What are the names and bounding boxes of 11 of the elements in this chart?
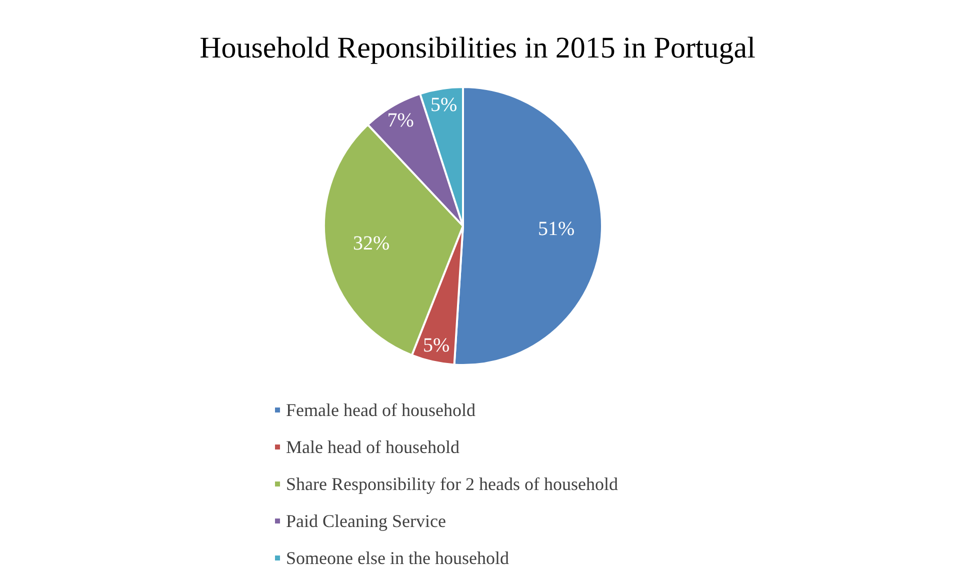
legend-label: Share Responsibility for 2 heads of household [286,474,618,494]
legend-label: Someone else in the household [286,548,509,568]
data-label: 5% [422,334,450,357]
chart-title: Household Reponsibilities in 2015 in Portugal [200,32,756,64]
legend-label: Female head of household [286,400,476,420]
data-label: 5% [430,94,458,116]
legend-label: Male head of household [286,437,460,457]
data-label: 32% [352,232,390,254]
data-label: 7% [387,110,414,132]
data-label: 51% [538,218,575,240]
legend-label: Paid Cleaning Service [286,511,446,531]
